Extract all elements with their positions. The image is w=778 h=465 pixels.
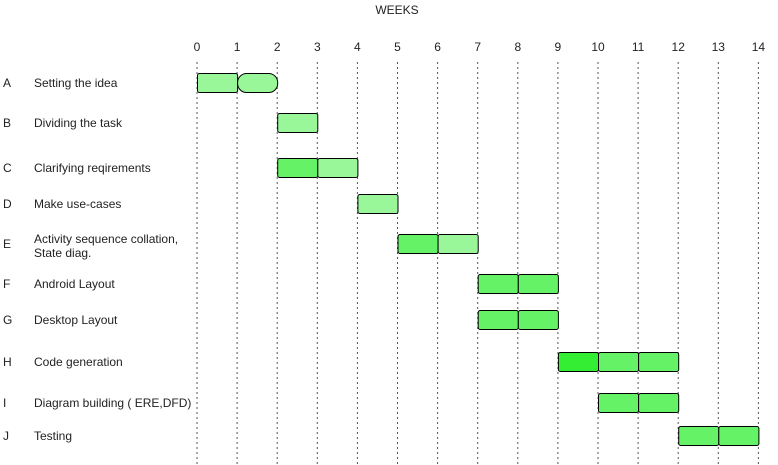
weeks-title: WEEKS: [375, 3, 418, 17]
task-bar-segment: [397, 234, 439, 254]
task-bar-segment: [718, 426, 760, 446]
task-name: Android Layout: [34, 277, 115, 291]
week-label: 6: [434, 40, 441, 54]
task-bar-segment: [517, 274, 559, 294]
week-axis: 0 1 2 3 4 5 6 7 8 9 10 11 12 13 14: [194, 40, 766, 54]
task-name: Dividing the task: [34, 116, 123, 130]
task-id: B: [3, 116, 11, 130]
task-name: Testing: [34, 429, 72, 443]
task-row: E Activity sequence collation,State diag.: [3, 232, 479, 260]
task-name: Diagram building ( ERE,DFD): [34, 396, 191, 410]
task-bar-segment: [638, 352, 680, 372]
week-label: 7: [474, 40, 481, 54]
task-bar-segment: [598, 393, 640, 413]
week-label: 12: [672, 40, 686, 54]
week-label: 4: [354, 40, 361, 54]
week-label: 10: [591, 40, 605, 54]
week-label: 8: [514, 40, 521, 54]
task-bar-segment: [437, 234, 479, 254]
week-label: 3: [314, 40, 321, 54]
week-label: 14: [752, 40, 766, 54]
week-label: 11: [632, 40, 645, 54]
task-row: A Setting the idea: [3, 73, 279, 93]
week-label: 9: [555, 40, 562, 54]
task-bar-segment: [317, 158, 359, 178]
task-bar-segment: [477, 310, 519, 330]
task-bar-segment: [277, 113, 319, 133]
task-bar-segment: [357, 194, 399, 214]
week-label: 13: [712, 40, 726, 54]
week-label: 2: [274, 40, 281, 54]
task-id: E: [3, 237, 11, 251]
task-id: I: [3, 396, 6, 410]
task-bar-segment: [197, 73, 239, 93]
task-name: Desktop Layout: [34, 313, 118, 327]
week-label: 5: [394, 40, 401, 54]
task-id: D: [3, 197, 12, 211]
task-row: D Make use-cases: [3, 194, 399, 214]
task-row: I Diagram building ( ERE,DFD): [3, 393, 680, 413]
task-bar-segment: [277, 158, 319, 178]
task-row: F Android Layout: [3, 274, 559, 294]
task-name: Clarifying reqirements: [34, 161, 151, 175]
task-name: Code generation: [34, 355, 123, 369]
task-row: J Testing: [3, 426, 760, 446]
task-id: G: [3, 313, 12, 327]
task-row: C Clarifying reqirements: [3, 158, 359, 178]
task-list: A Setting the idea B Dividing the task C Clar…: [3, 73, 760, 446]
task-row: B Dividing the task: [3, 113, 319, 133]
task-bar-segment: [557, 352, 600, 372]
task-id: J: [3, 429, 9, 443]
task-id: F: [3, 277, 10, 291]
week-label: 0: [194, 40, 201, 54]
task-bar-segment: [678, 426, 720, 446]
week-label: 1: [234, 40, 241, 54]
task-bar-segment: [638, 393, 680, 413]
task-bar-segment: [517, 310, 559, 330]
task-name: Setting the idea: [34, 76, 118, 90]
task-id: H: [3, 355, 12, 369]
task-name: Make use-cases: [34, 197, 121, 211]
task-id: C: [3, 161, 12, 175]
task-row: G Desktop Layout: [3, 310, 559, 330]
task-id: A: [3, 76, 11, 90]
task-row: H Code generation: [3, 352, 680, 372]
task-bar-segment: [237, 73, 279, 93]
task-bar-segment: [598, 352, 640, 372]
task-name-line2: State diag.: [34, 246, 91, 260]
task-name: Activity sequence collation,: [34, 232, 178, 246]
task-bar-segment: [477, 274, 519, 294]
